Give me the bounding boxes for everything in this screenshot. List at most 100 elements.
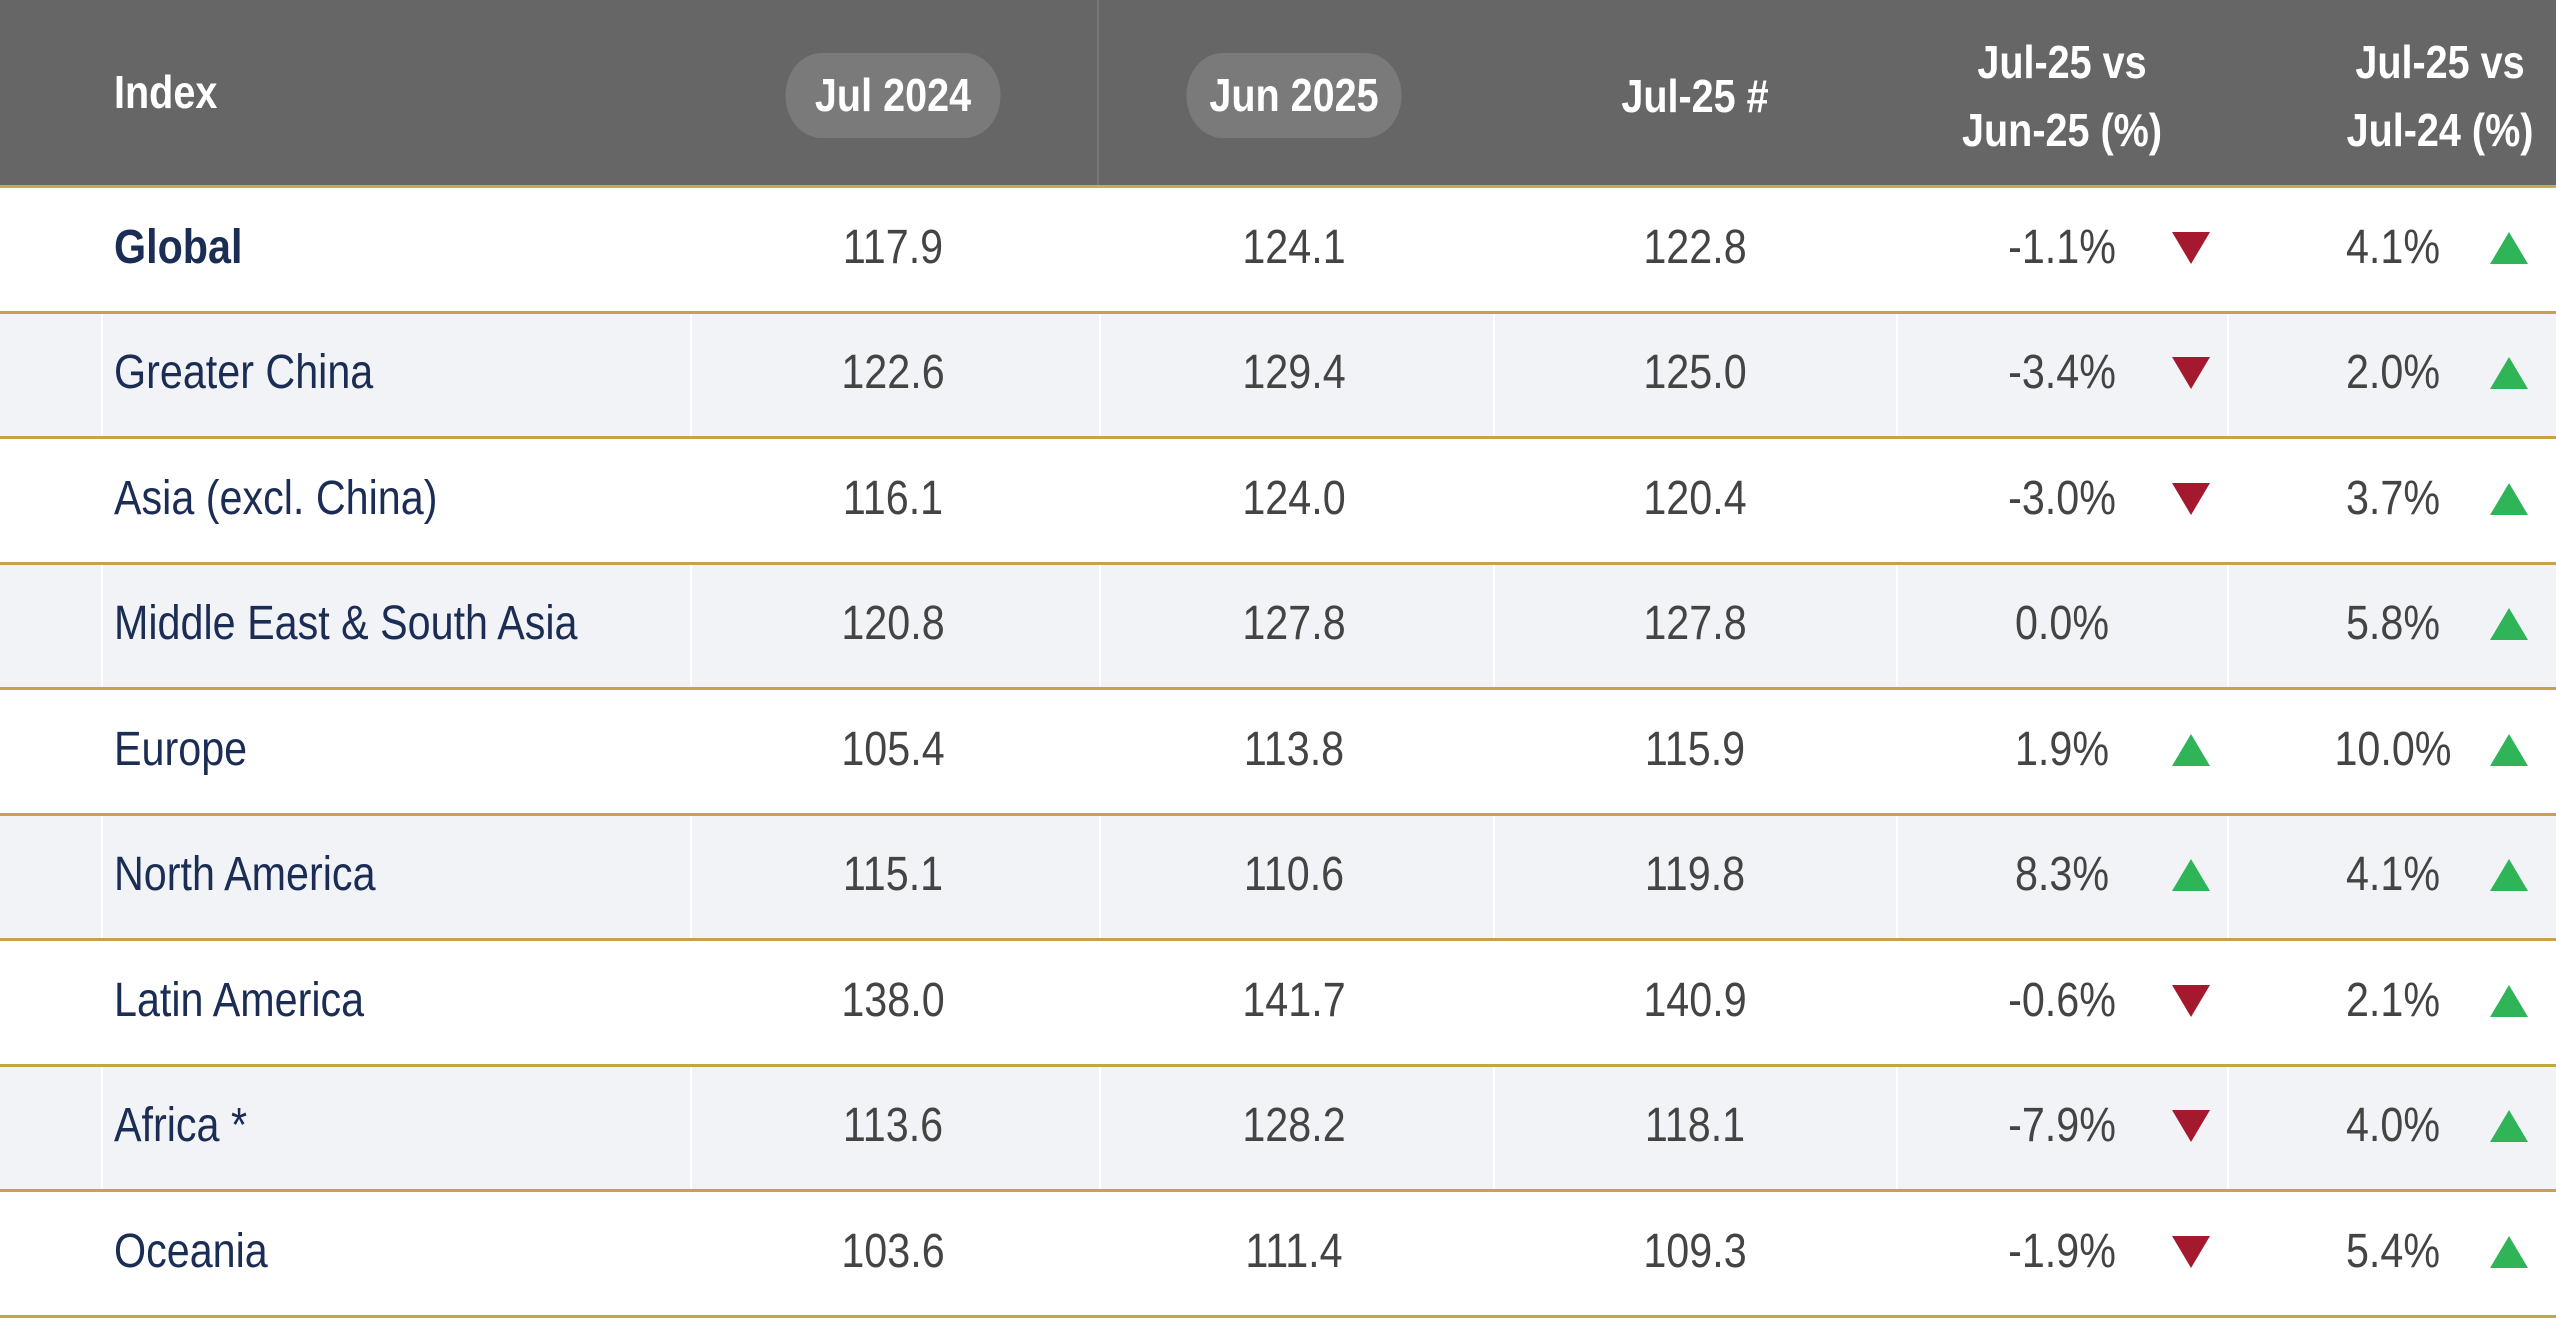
row-label: Asia (excl. China) [114, 471, 438, 525]
cell-value: 138.0 [841, 973, 945, 1027]
column-divider [1493, 564, 1495, 687]
up-arrow [2490, 482, 2528, 515]
cell-value: 120.4 [1643, 471, 1747, 525]
column-divider [1896, 313, 1898, 436]
column-divider [2227, 1066, 2229, 1189]
down-arrow [2172, 357, 2210, 390]
cell-value: -7.9% [2008, 1099, 2116, 1153]
column-divider [2227, 313, 2229, 436]
row-label: Global [114, 220, 243, 274]
table-row [0, 1066, 2556, 1192]
row-label: Oceania [114, 1224, 268, 1278]
column-divider [690, 815, 692, 938]
cell-value: 110.6 [1243, 848, 1345, 902]
column-divider [1896, 564, 1898, 687]
cell-value: 4.0% [2345, 1099, 2441, 1153]
column-divider [1493, 1066, 1495, 1189]
row-label: Middle East & South Asia [114, 597, 578, 651]
cell-value: -1.9% [2008, 1224, 2116, 1278]
column-divider [1099, 313, 1101, 436]
column-divider [1896, 1066, 1898, 1189]
row-label: North America [114, 848, 376, 902]
cell-value: 118.1 [1644, 1099, 1746, 1153]
up-arrow [2490, 733, 2528, 766]
cell-value: 124.1 [1242, 220, 1346, 274]
cell-value: 111.4 [1245, 1224, 1343, 1278]
table-row [0, 313, 2556, 439]
cell-value: 8.3% [2014, 848, 2110, 902]
cell-value: 122.6 [841, 346, 945, 400]
cell-value: 3.7% [2345, 471, 2441, 525]
column-divider [101, 564, 103, 687]
up-arrow [2490, 1235, 2528, 1268]
column-divider [1493, 313, 1495, 436]
cell-value: 0.0% [2014, 597, 2110, 651]
cell-value: 141.7 [1242, 973, 1346, 1027]
table-row [0, 188, 2556, 314]
cell-value: 10.0% [2334, 722, 2452, 776]
cell-value: 128.2 [1242, 1099, 1346, 1153]
cell-value: 113.8 [1243, 722, 1345, 776]
cell-value: 140.9 [1643, 973, 1747, 1027]
table-row [0, 815, 2556, 941]
table-row [0, 941, 2556, 1067]
down-arrow [2172, 1235, 2210, 1268]
cell-value: 124.0 [1242, 471, 1346, 525]
column-divider [690, 564, 692, 687]
table-row [0, 439, 2556, 565]
down-arrow [2172, 984, 2210, 1017]
cell-value: 115.1 [842, 848, 944, 902]
column-divider [101, 815, 103, 938]
cell-value: 125.0 [1643, 346, 1747, 400]
column-divider [2227, 815, 2229, 938]
cell-value: 5.4% [2345, 1224, 2441, 1278]
cell-value: 115.9 [1644, 722, 1746, 776]
column-divider [1099, 815, 1101, 938]
cell-value: 116.1 [842, 471, 944, 525]
cell-value: -1.1% [2008, 220, 2116, 274]
column-divider [1493, 815, 1495, 938]
cell-value: 113.6 [842, 1099, 944, 1153]
down-arrow [2172, 482, 2210, 515]
cell-value: 127.8 [1643, 597, 1747, 651]
row-label: Africa * [114, 1099, 248, 1153]
cell-value: 1.9% [2014, 722, 2110, 776]
cell-value: 4.1% [2345, 848, 2441, 902]
column-divider [2227, 564, 2229, 687]
row-label: Latin America [114, 973, 365, 1027]
table-row [0, 1192, 2556, 1318]
column-divider [690, 313, 692, 436]
up-arrow [2490, 357, 2528, 390]
up-arrow [2490, 231, 2528, 264]
column-divider [101, 313, 103, 436]
down-arrow [2172, 1110, 2210, 1143]
header-pill: Jul 2024 [785, 53, 1001, 138]
column-divider [690, 1066, 692, 1189]
header-cell: Jul-25 # [1621, 70, 1769, 122]
cell-value: 103.6 [841, 1224, 945, 1278]
up-arrow [2490, 1110, 2528, 1143]
header-cell: Jul-25 vs Jul-24 (%) [2346, 36, 2534, 156]
header-cell: Index [114, 66, 218, 118]
cell-value: -0.6% [2008, 973, 2116, 1027]
up-arrow [2172, 733, 2210, 766]
row-label: Greater China [114, 346, 374, 400]
cell-value: 117.9 [842, 220, 944, 274]
cell-value: 5.8% [2345, 597, 2441, 651]
column-divider [1099, 1066, 1101, 1189]
cell-value: -3.0% [2008, 471, 2116, 525]
up-arrow [2490, 608, 2528, 641]
cell-value: 129.4 [1242, 346, 1346, 400]
cell-value: 105.4 [841, 722, 945, 776]
header-divider [1097, 0, 1099, 185]
cell-value: 109.3 [1643, 1224, 1747, 1278]
up-arrow [2490, 859, 2528, 892]
cell-value: 4.1% [2345, 220, 2441, 274]
up-arrow [2490, 984, 2528, 1017]
column-divider [101, 1066, 103, 1189]
cell-value: 122.8 [1643, 220, 1747, 274]
cell-value: 119.8 [1644, 848, 1746, 902]
column-divider [1099, 564, 1101, 687]
row-label: Europe [114, 722, 248, 776]
